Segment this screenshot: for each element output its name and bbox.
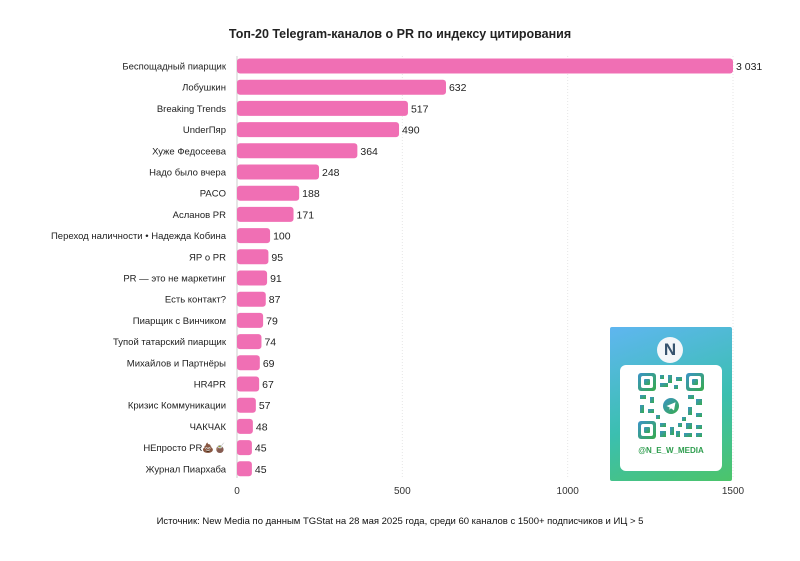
data-label: 69 — [263, 358, 275, 370]
x-tick-label: 1000 — [557, 486, 580, 497]
bar — [237, 122, 400, 138]
bar — [237, 79, 446, 95]
category-label: Надо было вчера — [149, 168, 227, 179]
bar — [237, 397, 256, 413]
category-label: Журнал Пиархаба — [146, 464, 227, 475]
bar — [237, 164, 320, 180]
bar — [237, 440, 252, 456]
category-label: Хуже Федосеева — [152, 146, 227, 157]
x-tick-label: 0 — [234, 486, 240, 497]
bar — [237, 355, 260, 371]
category-label: Лобушкин — [182, 83, 226, 94]
category-label: НЕпросто PR💩🧉 — [143, 442, 226, 454]
data-label: 67 — [262, 379, 274, 391]
bar — [237, 206, 294, 222]
category-label: Breaking Trends — [157, 104, 226, 115]
category-label: PACO — [200, 189, 226, 200]
category-label: Переход наличности • Надежда Кобина — [51, 231, 227, 242]
bar — [237, 312, 264, 328]
category-label: Кризис Коммуникации — [128, 401, 226, 412]
bar — [237, 100, 408, 116]
bar — [237, 334, 262, 350]
data-label: 87 — [269, 294, 281, 306]
data-label: 45 — [255, 464, 267, 476]
category-label: Тупой татарский пиарщик — [113, 337, 227, 348]
category-label: UnderПяр — [183, 125, 226, 136]
data-label: 171 — [297, 209, 315, 221]
bar — [237, 249, 269, 265]
bar — [237, 461, 252, 477]
data-label: 48 — [256, 421, 268, 433]
bar — [237, 58, 733, 74]
logo-letter: N — [663, 340, 677, 359]
data-label: 74 — [264, 337, 276, 349]
category-label: Асланов PR — [173, 210, 226, 221]
category-label: Пиарщик с Винчиком — [133, 316, 226, 327]
data-label: 364 — [360, 146, 378, 158]
category-label: Михайлов и Партнёры — [127, 358, 226, 369]
category-label: Беспощадный пиарщик — [122, 62, 226, 73]
category-label: Есть контакт? — [165, 295, 226, 306]
data-label: 100 — [273, 231, 291, 243]
category-label: HR4PR — [194, 380, 226, 391]
chart-title: Топ-20 Telegram-каналов о PR по индексу … — [228, 27, 572, 41]
data-label: 57 — [259, 400, 271, 412]
data-label: 188 — [302, 188, 320, 200]
bar — [237, 291, 266, 307]
data-label: 632 — [449, 82, 467, 94]
bar — [237, 185, 300, 201]
bar — [237, 376, 260, 392]
category-label: PR — это не маркетинг — [123, 274, 226, 285]
data-label: 79 — [266, 315, 278, 327]
new-media-logo: N — [657, 337, 683, 363]
bar — [237, 418, 253, 434]
data-label: 91 — [270, 273, 282, 285]
bar — [237, 143, 358, 159]
data-label: 517 — [411, 103, 429, 115]
qr-panel: @N_E_W_MEDIA — [620, 365, 722, 471]
data-label: 490 — [402, 125, 420, 137]
category-label: ЯР о PR — [189, 252, 226, 263]
qr-handle[interactable]: @N_E_W_MEDIA — [638, 446, 704, 455]
data-label: 248 — [322, 167, 340, 179]
x-tick-label: 1500 — [722, 486, 745, 497]
bar — [237, 228, 271, 244]
bar — [237, 270, 268, 286]
data-label: 3 031 — [736, 61, 762, 73]
qr-code-icon[interactable] — [638, 373, 704, 439]
data-label: 95 — [271, 252, 283, 264]
category-label: ЧАКЧАК — [190, 422, 227, 433]
source-note: Источник: New Media по данным TGStat на … — [156, 516, 644, 527]
data-label: 45 — [255, 443, 267, 455]
x-tick-label: 500 — [394, 486, 411, 497]
qr-card: N New Media — [610, 327, 732, 481]
